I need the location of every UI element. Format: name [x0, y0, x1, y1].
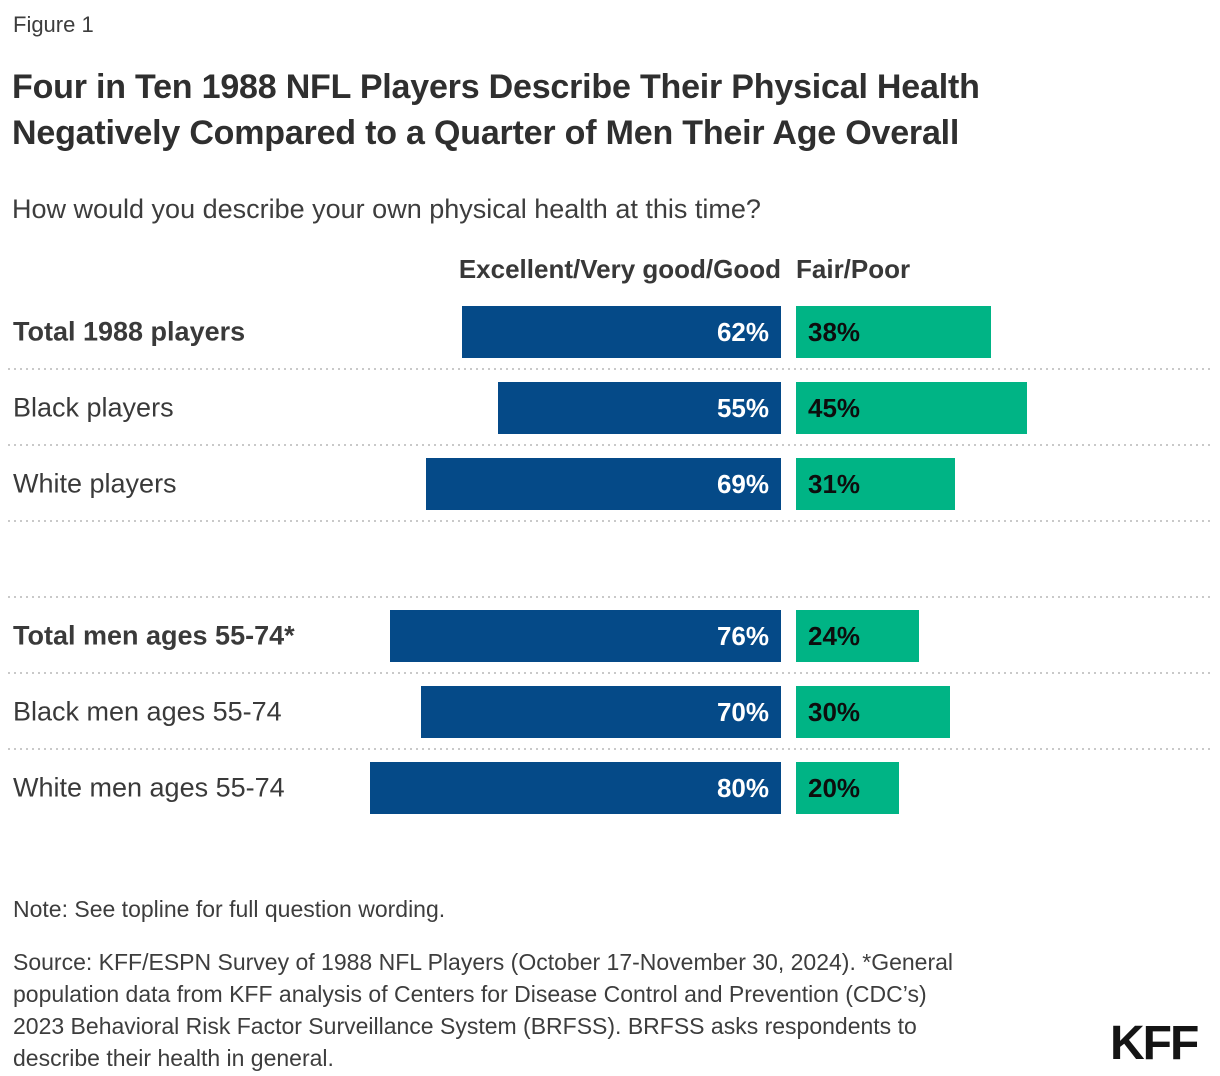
fair-bar: 38%	[796, 306, 991, 358]
fair-bar: 45%	[796, 382, 1027, 434]
excellent-bar: 69%	[426, 458, 781, 510]
fair-bar-value: 20%	[808, 773, 861, 803]
chart-subtitle: How would you describe your own physical…	[12, 194, 761, 224]
chart-source-line: describe their health in general.	[13, 1045, 334, 1071]
chart-row: Black players 55% 45%	[0, 370, 1220, 446]
chart-source-line: population data from KFF analysis of Cen…	[13, 981, 927, 1007]
fair-bar-value: 31%	[808, 469, 861, 499]
chart-source: Source: KFF/ESPN Survey of 1988 NFL Play…	[13, 946, 953, 1074]
chart-row: White men ages 55-74 80% 20%	[0, 750, 1220, 826]
excellent-bar-value: 70%	[716, 697, 769, 727]
chart-source-line: 2023 Behavioral Risk Factor Surveillance…	[13, 1013, 917, 1039]
chart-title-line2: Negatively Compared to a Quarter of Men …	[12, 114, 960, 152]
figure-label: Figure 1	[13, 12, 94, 37]
excellent-bar: 80%	[370, 762, 781, 814]
excellent-bar: 62%	[462, 306, 781, 358]
chart-row: Total men ages 55-74* 76% 24%	[0, 598, 1220, 674]
fair-bar: 31%	[796, 458, 955, 510]
group-gap	[0, 522, 1220, 598]
row-label: Total 1988 players	[13, 316, 246, 347]
excellent-bar-value: 55%	[716, 393, 769, 423]
fair-bar-value: 24%	[808, 621, 861, 651]
excellent-bar-value: 76%	[716, 621, 769, 651]
row-label: White players	[13, 468, 177, 499]
excellent-bar-value: 62%	[716, 317, 769, 347]
excellent-bar-value: 80%	[716, 773, 769, 803]
bar-chart: Total 1988 players 62% 38% Black players 55%…	[0, 294, 1220, 826]
chart-note: Note: See topline for full question word…	[13, 896, 446, 922]
row-label: Total men ages 55-74*	[13, 620, 295, 651]
row-label: Black players	[13, 392, 174, 423]
row-label: Black men ages 55-74	[13, 696, 282, 727]
chart-source-line: Source: KFF/ESPN Survey of 1988 NFL Play…	[13, 949, 954, 975]
excellent-bar: 70%	[421, 686, 781, 738]
excellent-bar: 55%	[498, 382, 781, 434]
excellent-bar: 76%	[390, 610, 781, 662]
fair-bar: 24%	[796, 610, 919, 662]
legend-excellent-very-good-good: Excellent/Very good/Good	[458, 254, 781, 284]
chart-title: Four in Ten 1988 NFL Players Describe Th…	[12, 64, 980, 156]
chart-row: Total 1988 players 62% 38%	[0, 294, 1220, 370]
fair-bar: 20%	[796, 762, 899, 814]
kff-logo: KFF	[1110, 1017, 1199, 1070]
excellent-bar-value: 69%	[716, 469, 769, 499]
fair-bar-value: 45%	[808, 393, 861, 423]
chart-row: White players 69% 31%	[0, 446, 1220, 522]
chart-title-line1: Four in Ten 1988 NFL Players Describe Th…	[12, 68, 980, 106]
row-label: White men ages 55-74	[13, 772, 285, 803]
chart-row: Black men ages 55-74 70% 30%	[0, 674, 1220, 750]
legend-fair-poor: Fair/Poor	[796, 254, 911, 284]
fair-bar-value: 30%	[808, 697, 861, 727]
fair-bar-value: 38%	[808, 317, 861, 347]
fair-bar: 30%	[796, 686, 950, 738]
